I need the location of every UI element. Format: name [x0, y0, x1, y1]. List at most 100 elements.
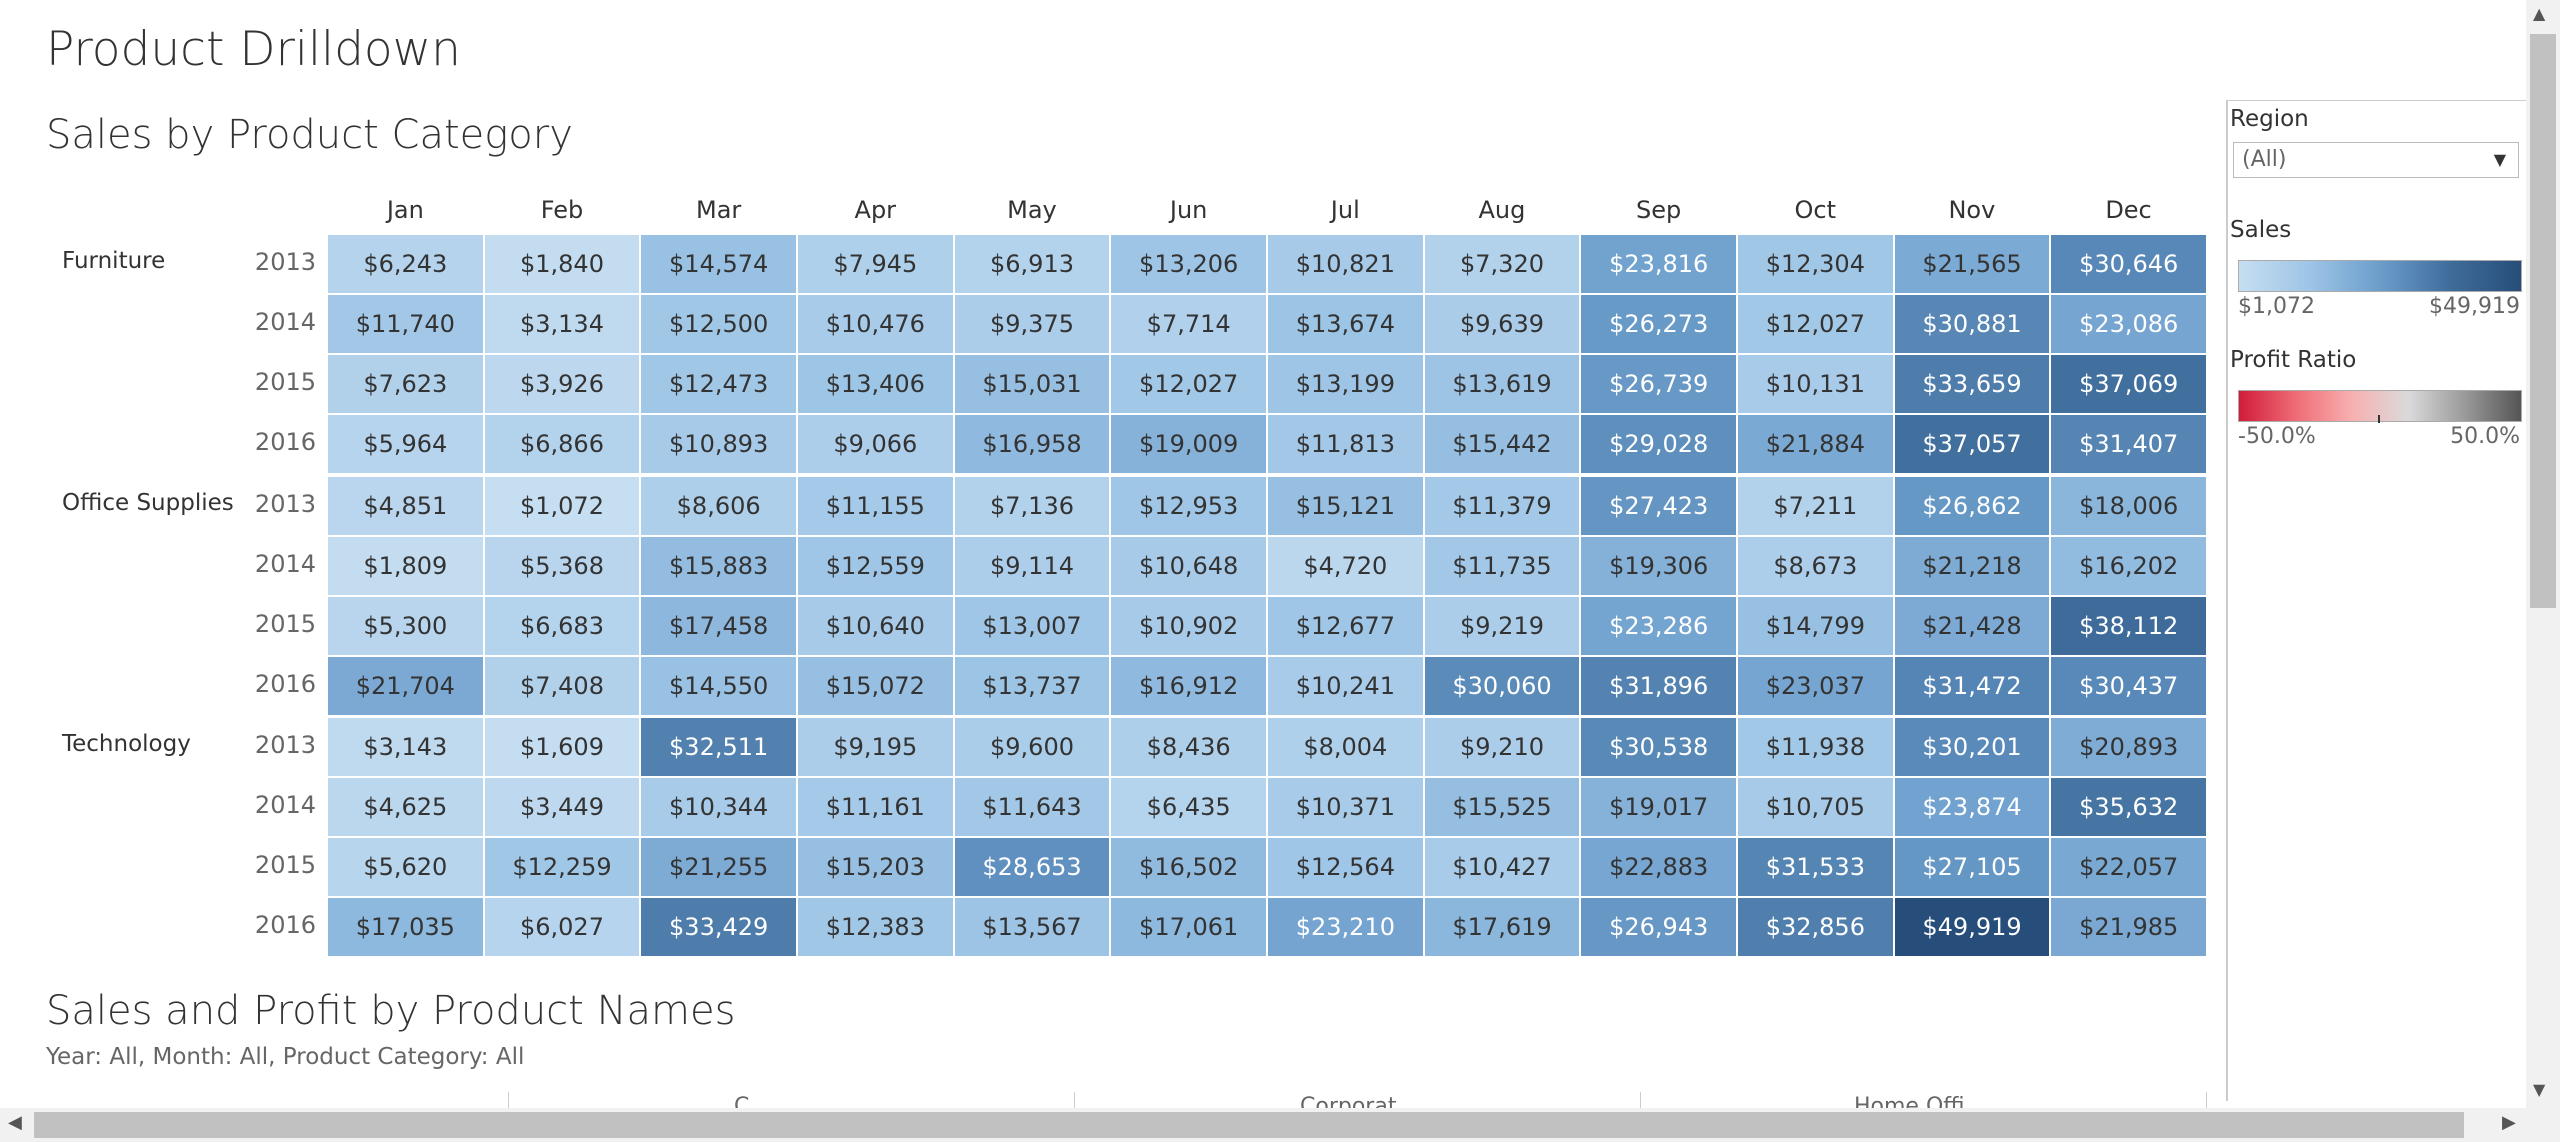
heatmap-cell[interactable]: $3,134 [483, 294, 641, 354]
heatmap-cell[interactable]: $26,273 [1580, 294, 1738, 354]
heatmap-cell[interactable]: $6,683 [483, 595, 641, 656]
heatmap-cell[interactable]: $3,143 [327, 717, 484, 777]
heatmap-cell[interactable]: $13,567 [953, 897, 1111, 957]
heatmap-cell[interactable]: $15,203 [797, 837, 954, 897]
heatmap-cell[interactable]: $7,623 [327, 354, 484, 414]
heatmap-cell[interactable]: $10,371 [1267, 777, 1424, 837]
heatmap-cell[interactable]: $13,674 [1267, 294, 1424, 354]
heatmap-cell[interactable]: $6,913 [953, 234, 1111, 294]
heatmap-cell[interactable]: $8,436 [1110, 717, 1267, 777]
heatmap-cell[interactable]: $21,565 [1893, 234, 2051, 294]
heatmap-cell[interactable]: $16,502 [1110, 837, 1267, 897]
heatmap-cell[interactable]: $1,072 [483, 475, 641, 536]
heatmap-cell[interactable]: $4,851 [327, 475, 484, 536]
heatmap-cell[interactable]: $28,653 [953, 837, 1111, 897]
heatmap-cell[interactable]: $49,919 [1893, 897, 2051, 957]
heatmap-cell[interactable]: $19,306 [1580, 535, 1738, 596]
heatmap-cell[interactable]: $8,673 [1737, 535, 1894, 596]
heatmap-cell[interactable]: $3,926 [483, 354, 641, 414]
heatmap-cell[interactable]: $9,195 [797, 717, 954, 777]
heatmap-cell[interactable]: $10,476 [797, 294, 954, 354]
heatmap-cell[interactable]: $37,069 [2050, 354, 2208, 414]
heatmap-cell[interactable]: $10,821 [1267, 234, 1424, 294]
heatmap-cell[interactable]: $26,862 [1893, 475, 2051, 536]
heatmap-cell[interactable]: $14,550 [640, 655, 797, 716]
heatmap-cell[interactable]: $29,028 [1580, 414, 1738, 474]
heatmap-cell[interactable]: $10,427 [1423, 837, 1581, 897]
heatmap-cell[interactable]: $12,027 [1737, 294, 1894, 354]
heatmap-cell[interactable]: $15,121 [1267, 475, 1424, 536]
scroll-down-icon[interactable]: ▼ [2533, 1080, 2546, 1099]
heatmap-cell[interactable]: $12,259 [483, 837, 641, 897]
vertical-scrollbar-thumb[interactable] [2530, 34, 2556, 608]
heatmap-cell[interactable]: $15,883 [640, 535, 797, 596]
heatmap-cell[interactable]: $16,912 [1110, 655, 1267, 716]
heatmap-cell[interactable]: $8,606 [640, 475, 797, 536]
heatmap-cell[interactable]: $13,737 [953, 655, 1111, 716]
heatmap-cell[interactable]: $1,809 [327, 535, 484, 596]
heatmap-cell[interactable]: $23,210 [1267, 897, 1424, 957]
heatmap-cell[interactable]: $18,006 [2050, 475, 2208, 536]
heatmap-cell[interactable]: $11,161 [797, 777, 954, 837]
heatmap-cell[interactable]: $12,559 [797, 535, 954, 596]
heatmap-cell[interactable]: $10,241 [1267, 655, 1424, 716]
heatmap-cell[interactable]: $30,437 [2050, 655, 2208, 716]
heatmap-cell[interactable]: $30,201 [1893, 717, 2051, 777]
heatmap-cell[interactable]: $10,705 [1737, 777, 1894, 837]
heatmap-cell[interactable]: $10,640 [797, 595, 954, 656]
heatmap-cell[interactable]: $15,525 [1423, 777, 1581, 837]
heatmap-cell[interactable]: $19,017 [1580, 777, 1738, 837]
heatmap-cell[interactable]: $11,735 [1423, 535, 1581, 596]
heatmap-cell[interactable]: $23,816 [1580, 234, 1738, 294]
heatmap-cell[interactable]: $16,202 [2050, 535, 2208, 596]
heatmap-cell[interactable]: $21,884 [1737, 414, 1894, 474]
heatmap-cell[interactable]: $22,057 [2050, 837, 2208, 897]
heatmap-cell[interactable]: $31,896 [1580, 655, 1738, 716]
heatmap-cell[interactable]: $31,533 [1737, 837, 1894, 897]
heatmap-cell[interactable]: $11,379 [1423, 475, 1581, 536]
heatmap-cell[interactable]: $6,027 [483, 897, 641, 957]
heatmap-cell[interactable]: $13,199 [1267, 354, 1424, 414]
heatmap-cell[interactable]: $9,219 [1423, 595, 1581, 656]
heatmap-cell[interactable]: $14,574 [640, 234, 797, 294]
heatmap-cell[interactable]: $17,458 [640, 595, 797, 656]
heatmap-cell[interactable]: $3,449 [483, 777, 641, 837]
horizontal-scrollbar-thumb[interactable] [34, 1112, 2464, 1138]
heatmap-cell[interactable]: $26,943 [1580, 897, 1738, 957]
heatmap-cell[interactable]: $7,408 [483, 655, 641, 716]
heatmap-cell[interactable]: $10,648 [1110, 535, 1267, 596]
heatmap-cell[interactable]: $14,799 [1737, 595, 1894, 656]
heatmap-cell[interactable]: $16,958 [953, 414, 1111, 474]
heatmap-cell[interactable]: $10,131 [1737, 354, 1894, 414]
heatmap-cell[interactable]: $7,320 [1423, 234, 1581, 294]
heatmap-cell[interactable]: $13,619 [1423, 354, 1581, 414]
heatmap-cell[interactable]: $9,066 [797, 414, 954, 474]
heatmap-cell[interactable]: $9,375 [953, 294, 1111, 354]
heatmap-cell[interactable]: $11,938 [1737, 717, 1894, 777]
heatmap-cell[interactable]: $11,813 [1267, 414, 1424, 474]
heatmap-cell[interactable]: $31,407 [2050, 414, 2208, 474]
heatmap-cell[interactable]: $32,511 [640, 717, 797, 777]
heatmap-cell[interactable]: $6,866 [483, 414, 641, 474]
heatmap-cell[interactable]: $20,893 [2050, 717, 2208, 777]
heatmap-cell[interactable]: $9,210 [1423, 717, 1581, 777]
heatmap-cell[interactable]: $38,112 [2050, 595, 2208, 656]
heatmap-cell[interactable]: $1,840 [483, 234, 641, 294]
heatmap-cell[interactable]: $32,856 [1737, 897, 1894, 957]
heatmap-cell[interactable]: $12,564 [1267, 837, 1424, 897]
heatmap-cell[interactable]: $6,435 [1110, 777, 1267, 837]
heatmap-cell[interactable]: $7,945 [797, 234, 954, 294]
heatmap-cell[interactable]: $30,060 [1423, 655, 1581, 716]
heatmap-cell[interactable]: $31,472 [1893, 655, 2051, 716]
heatmap-cell[interactable]: $4,720 [1267, 535, 1424, 596]
heatmap-cell[interactable]: $7,136 [953, 475, 1111, 536]
heatmap-cell[interactable]: $21,428 [1893, 595, 2051, 656]
heatmap-cell[interactable]: $12,953 [1110, 475, 1267, 536]
scroll-right-icon[interactable]: ▶ [2502, 1112, 2516, 1133]
heatmap-cell[interactable]: $11,155 [797, 475, 954, 536]
heatmap-cell[interactable]: $4,625 [327, 777, 484, 837]
heatmap-cell[interactable]: $15,072 [797, 655, 954, 716]
heatmap-cell[interactable]: $12,027 [1110, 354, 1267, 414]
heatmap-cell[interactable]: $6,243 [327, 234, 484, 294]
heatmap-cell[interactable]: $23,874 [1893, 777, 2051, 837]
